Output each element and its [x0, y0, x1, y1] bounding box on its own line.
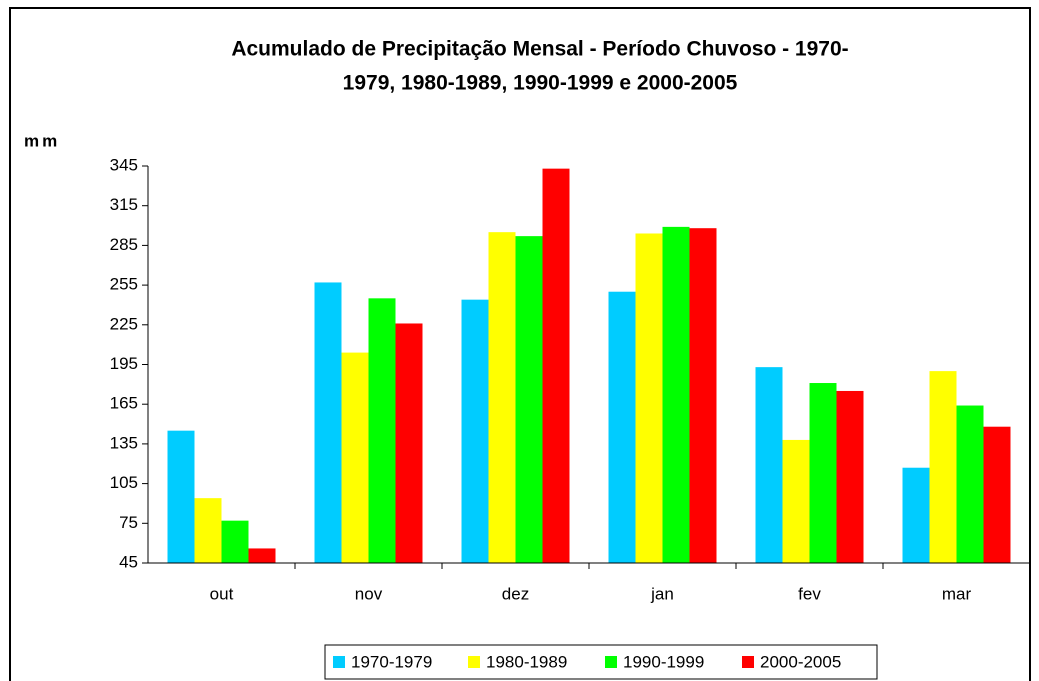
bar	[662, 226, 690, 563]
bar	[221, 520, 249, 563]
y-tick-label: 345	[110, 155, 138, 174]
bar	[194, 498, 222, 563]
legend-swatch	[742, 656, 754, 668]
y-axis-label: mm	[24, 131, 60, 150]
x-tick-label: nov	[355, 584, 383, 603]
bar	[515, 236, 543, 564]
bar	[542, 168, 570, 563]
y-tick-label: 255	[110, 275, 138, 294]
x-tick-label: dez	[502, 584, 529, 603]
x-tick-label: out	[210, 584, 234, 603]
y-tick-label: 105	[110, 473, 138, 492]
x-tick-label: fev	[798, 584, 821, 603]
bar	[167, 430, 195, 563]
legend-label: 1980-1989	[486, 652, 567, 671]
bar	[755, 367, 783, 563]
y-tick-label: 225	[110, 314, 138, 333]
bar	[395, 323, 423, 563]
bar	[956, 405, 984, 563]
bar	[782, 439, 810, 563]
y-tick-label: 45	[119, 552, 138, 571]
bar	[809, 383, 837, 563]
bar	[836, 390, 864, 563]
bar	[248, 548, 276, 563]
bar	[314, 282, 342, 563]
legend-swatch	[605, 656, 617, 668]
chart-title: 1979, 1980-1989, 1990-1999 e 2000-2005	[343, 72, 738, 95]
legend-swatch	[333, 656, 345, 668]
chart-frame	[9, 7, 1031, 681]
bar	[929, 371, 957, 563]
legend-label: 2000-2005	[760, 652, 841, 671]
bar	[341, 352, 369, 563]
bar	[488, 232, 516, 563]
bar	[368, 298, 396, 563]
bar	[983, 426, 1011, 563]
bar	[902, 467, 930, 563]
legend-swatch	[468, 656, 480, 668]
legend-label: 1970-1979	[351, 652, 432, 671]
bar	[608, 291, 636, 563]
x-tick-label: mar	[942, 584, 972, 603]
chart-title: Acumulado de Precipitação Mensal - Perío…	[231, 38, 848, 61]
y-tick-label: 195	[110, 354, 138, 373]
legend-box	[324, 644, 878, 680]
bar	[635, 233, 663, 564]
x-tick-label: jan	[650, 584, 674, 603]
bar	[461, 299, 489, 563]
y-tick-label: 75	[119, 513, 138, 532]
y-tick-label: 285	[110, 235, 138, 254]
bar	[689, 228, 717, 564]
y-tick-label: 165	[110, 394, 138, 413]
y-tick-label: 135	[110, 433, 138, 452]
y-tick-label: 315	[110, 195, 138, 214]
legend-label: 1990-1999	[623, 652, 704, 671]
